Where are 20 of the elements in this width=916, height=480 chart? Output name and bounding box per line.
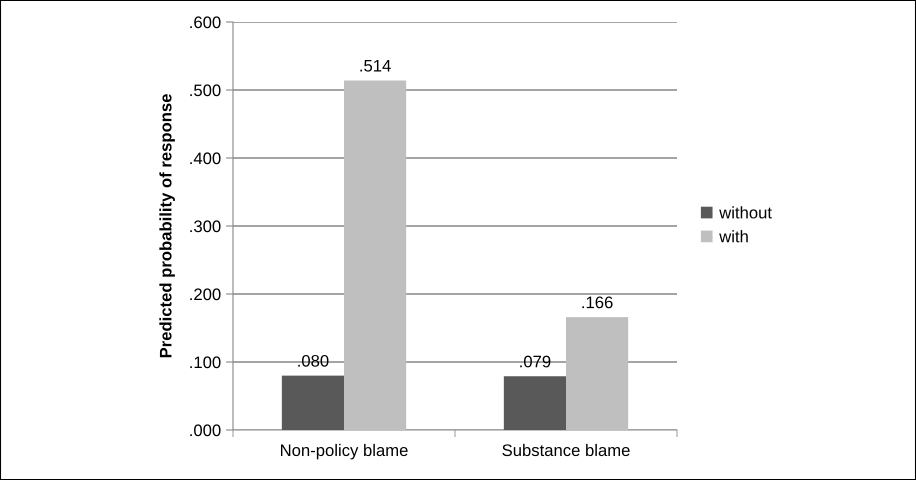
y-tick-label: .000 (190, 424, 221, 436)
data-label: .166 (582, 296, 613, 308)
y-tick-label: .100 (190, 356, 221, 368)
y-axis-title: Predicted probability of response (159, 94, 175, 358)
y-tick-label: .500 (190, 84, 221, 96)
y-tick-label: .300 (190, 220, 221, 232)
bar (282, 376, 344, 430)
y-tick-label: .200 (190, 288, 221, 300)
legend-label: with (719, 230, 748, 242)
bar (504, 376, 566, 430)
x-tick-label: Substance blame (502, 444, 630, 456)
data-label: .079 (520, 356, 550, 368)
data-label: .514 (360, 60, 391, 72)
x-tick-label: Non-policy blame (280, 444, 408, 460)
bar (566, 317, 628, 430)
bar (344, 80, 406, 430)
legend-label: without (719, 206, 772, 219)
y-tick-label: .600 (190, 16, 221, 28)
y-tick-label: .400 (190, 152, 221, 164)
data-label: .080 (298, 354, 328, 367)
